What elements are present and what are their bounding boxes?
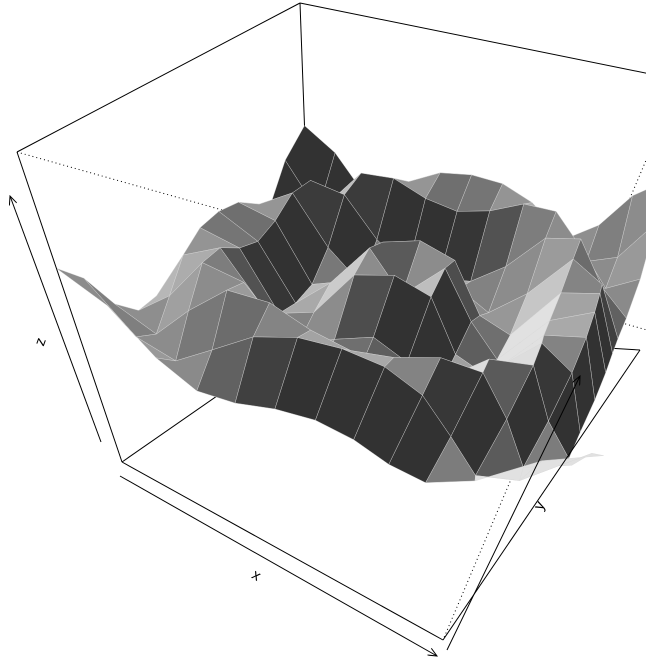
surface [56, 125, 646, 483]
z-axis-label: z [31, 335, 50, 348]
box-edge [121, 461, 444, 641]
x-axis-label: x [249, 566, 264, 585]
box-edge [299, 2, 646, 74]
z-axis-arrow [10, 196, 102, 443]
box-edge [16, 2, 301, 153]
y-axis-arrow [446, 376, 580, 651]
box-edge [16, 151, 123, 463]
box-front: x y z [10, 151, 641, 656]
y-axis-label: y [530, 498, 549, 513]
x-axis-arrow [119, 475, 437, 656]
